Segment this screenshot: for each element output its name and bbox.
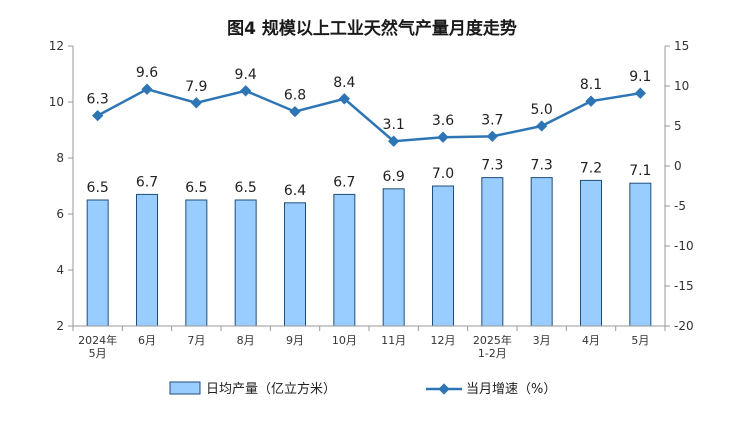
growth-label-3: 9.4 <box>235 67 257 83</box>
bar-label-6: 6.9 <box>383 169 405 185</box>
growth-point-10 <box>585 95 597 107</box>
bar-label-2: 6.5 <box>185 180 207 196</box>
growth-label-7: 3.6 <box>432 113 454 129</box>
bar-9 <box>530 177 553 327</box>
growth-label-0: 6.3 <box>87 92 109 108</box>
growth-label-1: 9.6 <box>136 65 158 81</box>
y-left-tick-label-5: 12 <box>49 39 64 53</box>
growth-point-9 <box>536 120 548 132</box>
growth-point-2 <box>190 97 202 109</box>
growth-label-11: 9.1 <box>629 69 651 85</box>
y-left-tick-label-0: 2 <box>56 319 64 333</box>
growth-point-7 <box>437 131 449 143</box>
y-right-tick-label-7: 15 <box>674 39 689 53</box>
bar-6 <box>382 188 405 327</box>
legend-line-marker <box>438 383 450 395</box>
growth-point-8 <box>486 130 498 143</box>
growth-point-1 <box>141 83 153 95</box>
x-tick-label-7: 12月 <box>431 334 456 347</box>
growth-point-3 <box>240 85 252 97</box>
bar-11 <box>629 182 652 327</box>
bar-7 <box>432 185 454 327</box>
bar-label-4: 6.4 <box>284 183 306 199</box>
x-tick-label-5: 10月 <box>332 334 357 347</box>
legend: 日均产量（亿立方米） 当月增速（%） <box>169 381 556 397</box>
bar-4 <box>284 202 306 327</box>
growth-point-6 <box>388 135 400 147</box>
x-tick-label-1: 6月 <box>138 334 156 347</box>
x-tick-label-10: 4月 <box>582 334 600 347</box>
y-right-tick-label-3: -5 <box>674 199 686 213</box>
y-right-tick-label-0: -20 <box>674 319 694 333</box>
legend-bar-label: 日均产量（亿立方米） <box>206 381 336 397</box>
bar-5 <box>333 193 356 327</box>
bar-label-1: 6.7 <box>136 174 158 190</box>
bar-label-3: 6.5 <box>235 180 257 196</box>
y-left-tick-label-2: 6 <box>56 207 64 221</box>
bar-label-8: 7.3 <box>481 158 503 174</box>
growth-point-0 <box>92 109 104 122</box>
y-right-tick-label-5: 5 <box>674 119 682 133</box>
x-tick-label-9: 3月 <box>533 334 551 347</box>
bar-2 <box>185 199 208 327</box>
growth-label-2: 7.9 <box>185 79 207 95</box>
x-tick-label-2: 7月 <box>187 334 205 347</box>
growth-label-6: 3.1 <box>383 117 405 133</box>
bar-8 <box>481 177 504 327</box>
y-right-tick-label-2: -10 <box>674 239 694 253</box>
bar-0 <box>86 199 109 327</box>
y-left-tick-label-4: 10 <box>49 95 64 109</box>
legend-line-label: 当月增速（%） <box>466 382 556 397</box>
bar-label-5: 6.7 <box>333 174 355 190</box>
chart-title: 图4 规模以上工业天然气产量月度走势 <box>227 18 517 39</box>
growth-point-4 <box>289 105 301 118</box>
y-right-tick-label-1: -15 <box>674 279 694 293</box>
growth-label-10: 8.1 <box>580 77 602 93</box>
axes-layer: 2 4 6 8 10 12 -20 -15 -10 -5 0 5 10 15 2024年 5月 6月 7月 8月 9月… <box>49 39 694 360</box>
growth-label-4: 6.8 <box>284 88 306 104</box>
bar-1 <box>136 193 158 327</box>
y-left-tick-label-1: 4 <box>56 263 64 277</box>
bar-label-9: 7.3 <box>531 158 553 174</box>
y-right-tick-label-6: 10 <box>674 79 689 93</box>
bar-label-10: 7.2 <box>580 160 602 176</box>
x-tick-label-11: 5月 <box>631 334 649 347</box>
growth-line <box>97 87 641 143</box>
bars-layer <box>86 177 652 327</box>
x-tick-label-6: 11月 <box>381 334 406 347</box>
bar-label-0: 6.5 <box>87 180 109 196</box>
bar-label-11: 7.1 <box>629 163 651 179</box>
x-tick-label-3: 8月 <box>237 334 255 347</box>
line-layer <box>92 83 646 147</box>
y-right-tick-label-4: 0 <box>674 159 682 173</box>
x-tick-label-0: 2024年 5月 <box>78 333 117 360</box>
bar-label-7: 7.0 <box>432 166 454 182</box>
labels-layer: 6.5 6.7 6.5 6.5 6.4 6.7 6.9 7.0 7.3 7.3 7.2 7.1 6.3 9… <box>87 65 652 199</box>
growth-label-9: 5.0 <box>531 102 553 118</box>
x-tick-label-4: 9月 <box>286 334 304 347</box>
growth-point-11 <box>634 87 646 99</box>
y-left-tick-label-3: 8 <box>56 151 64 165</box>
bar-10 <box>580 179 602 327</box>
x-tick-label-8: 2025年 1-2月 <box>473 333 512 360</box>
bar-3 <box>234 199 257 327</box>
growth-label-5: 8.4 <box>333 75 355 91</box>
legend-bar-swatch <box>169 381 201 395</box>
growth-label-8: 3.7 <box>481 112 503 128</box>
